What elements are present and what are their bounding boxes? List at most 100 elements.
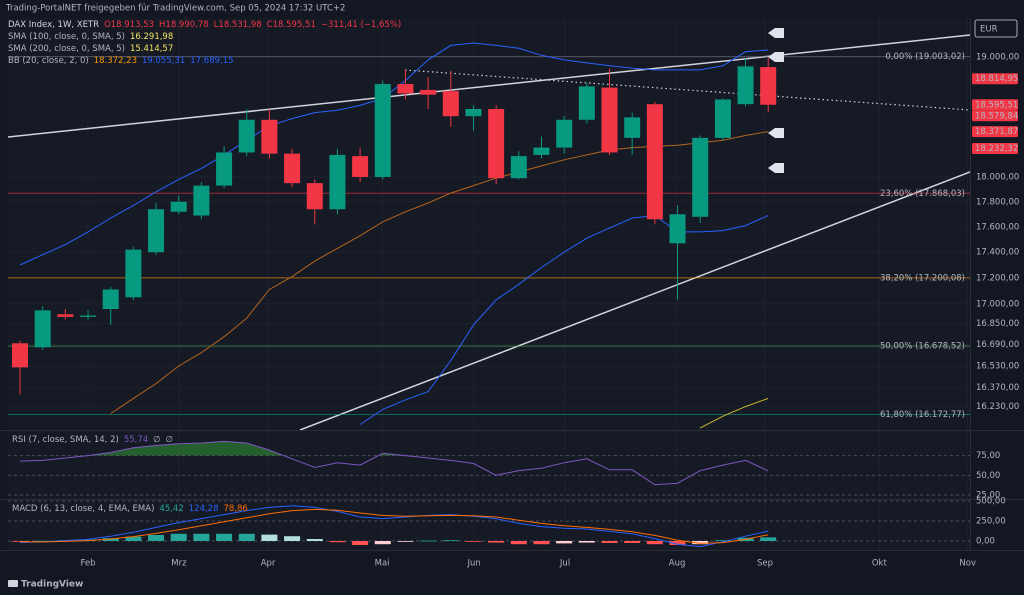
currency-box[interactable] bbox=[974, 19, 1018, 38]
candle-body bbox=[737, 66, 754, 105]
histogram-bar bbox=[216, 533, 233, 541]
indicator-value: ∅ bbox=[153, 435, 160, 445]
candle-body bbox=[397, 84, 414, 94]
x-tick-label: Jul bbox=[559, 559, 570, 569]
candle-body bbox=[306, 183, 323, 210]
price-tag-label: 18.595,51 bbox=[975, 100, 1018, 110]
candle-body bbox=[420, 89, 437, 95]
indicator-value: 124,28 bbox=[189, 504, 219, 514]
y-tick-label: 250,00 bbox=[976, 517, 1006, 527]
indicator-name: MACD (6, 13, close, 4, EMA, EMA) bbox=[12, 504, 154, 514]
histogram-bar bbox=[420, 540, 437, 542]
candle-body bbox=[374, 84, 391, 177]
logo: TradingView bbox=[8, 580, 83, 590]
candle-body bbox=[238, 119, 255, 153]
candle-body bbox=[170, 201, 187, 212]
y-tick-label: 16.230,00 bbox=[976, 402, 1019, 412]
ohlc-value: H18.990,78 bbox=[159, 20, 209, 30]
histogram-bar bbox=[374, 541, 391, 545]
fib-label: 61,80% (16.172,77) bbox=[880, 410, 965, 420]
y-tick-label: 17.400,00 bbox=[976, 248, 1019, 258]
candle-body bbox=[510, 156, 527, 179]
candle-body bbox=[12, 343, 29, 368]
macd-line bbox=[19, 505, 769, 548]
histogram-bar bbox=[533, 541, 550, 545]
x-tick-label: Sep bbox=[757, 559, 773, 569]
candle-body bbox=[442, 91, 459, 117]
histogram-bar bbox=[624, 541, 641, 543]
y-tick-label: 17.800,00 bbox=[976, 197, 1019, 207]
trendline bbox=[299, 171, 970, 430]
y-tick-label: 17.200,00 bbox=[976, 273, 1019, 283]
histogram-bar bbox=[193, 533, 210, 541]
y-tick-label: 19.000,00 bbox=[976, 53, 1019, 63]
indicator-legend: MACD (6, 13, close, 4, EMA, EMA) 45,42 124… bbox=[12, 504, 248, 514]
histogram-bar bbox=[714, 540, 731, 541]
histogram-bar bbox=[646, 541, 663, 545]
fib-label: 23,60% (17.868,03) bbox=[880, 189, 965, 199]
histogram-bar bbox=[669, 541, 686, 545]
arrow-marker bbox=[768, 128, 784, 138]
indicator-value: 15.414,57 bbox=[130, 44, 173, 54]
histogram-bar bbox=[125, 536, 142, 541]
indicator-legend: SMA (200, close, 0, SMA, 5) 15.414,57 bbox=[8, 44, 173, 54]
indicator-line bbox=[19, 42, 769, 266]
trendline bbox=[8, 34, 970, 138]
indicator-value: 18.372,23 bbox=[94, 56, 137, 66]
histogram-bar bbox=[148, 535, 165, 541]
currency: EUR bbox=[980, 25, 998, 35]
candle-body bbox=[646, 104, 663, 220]
candle-body bbox=[760, 67, 777, 105]
histogram-bar bbox=[465, 541, 482, 542]
x-tick-label: Okt bbox=[872, 559, 888, 569]
histogram-bar bbox=[397, 541, 414, 542]
price-tag-label: 18.579,84 bbox=[975, 111, 1018, 121]
histogram-bar bbox=[261, 534, 278, 541]
plot-background bbox=[8, 18, 970, 550]
histogram-bar bbox=[601, 541, 618, 543]
price-tag bbox=[972, 143, 1018, 155]
candle-body bbox=[148, 209, 165, 253]
histogram-bar bbox=[442, 540, 459, 541]
indicator-value: ∅ bbox=[166, 435, 173, 445]
ohlc-value: C18.595,51 bbox=[267, 20, 316, 30]
x-tick-label: Feb bbox=[81, 559, 96, 569]
indicator-value: 16.291,98 bbox=[130, 32, 173, 42]
price-tag bbox=[972, 99, 1018, 111]
indicator-value: 55,74 bbox=[124, 435, 148, 445]
candle-body bbox=[261, 119, 278, 154]
indicator-value: 45,42 bbox=[159, 504, 183, 514]
y-tick-label: 16.850,00 bbox=[976, 319, 1019, 329]
indicator-value: 78,86 bbox=[224, 504, 248, 514]
y-tick-label: 50,00 bbox=[976, 471, 1000, 481]
y-tick-label: 18.000,00 bbox=[976, 172, 1019, 182]
candle-body bbox=[57, 314, 74, 317]
candle-body bbox=[533, 147, 550, 155]
x-tick-label: Mrz bbox=[171, 559, 187, 569]
histogram-bar bbox=[329, 541, 346, 543]
indicator-name: SMA (100, close, 0, SMA, 5) bbox=[8, 32, 125, 42]
y-tick-label: 17.600,00 bbox=[976, 222, 1019, 232]
price-tag-label: 18.814,95 bbox=[975, 74, 1018, 84]
candle-body bbox=[125, 249, 142, 298]
arrow-marker bbox=[768, 52, 784, 62]
rsi-pane bbox=[19, 440, 769, 486]
histogram-bar bbox=[352, 541, 369, 545]
histogram-bar bbox=[760, 537, 777, 541]
price-tag-label: 18.232,32 bbox=[975, 144, 1018, 154]
logo-text: TradingView bbox=[21, 580, 83, 590]
candle-body bbox=[80, 315, 97, 317]
indicator-name: RSI (7, close, SMA, 14, 2) bbox=[12, 435, 119, 445]
candle-body bbox=[669, 214, 686, 244]
x-tick-label: Apr bbox=[261, 559, 276, 569]
indicator-line bbox=[699, 397, 769, 429]
macd-line bbox=[19, 508, 769, 544]
candle-body bbox=[34, 310, 51, 348]
histogram-bar bbox=[170, 533, 187, 541]
indicator-value: 17.689,15 bbox=[190, 56, 233, 66]
y-tick-label: 17.000,00 bbox=[976, 299, 1019, 309]
ohlc-value: L18.531,98 bbox=[214, 20, 262, 30]
histogram-bar bbox=[102, 538, 119, 541]
candle-body bbox=[488, 108, 505, 179]
